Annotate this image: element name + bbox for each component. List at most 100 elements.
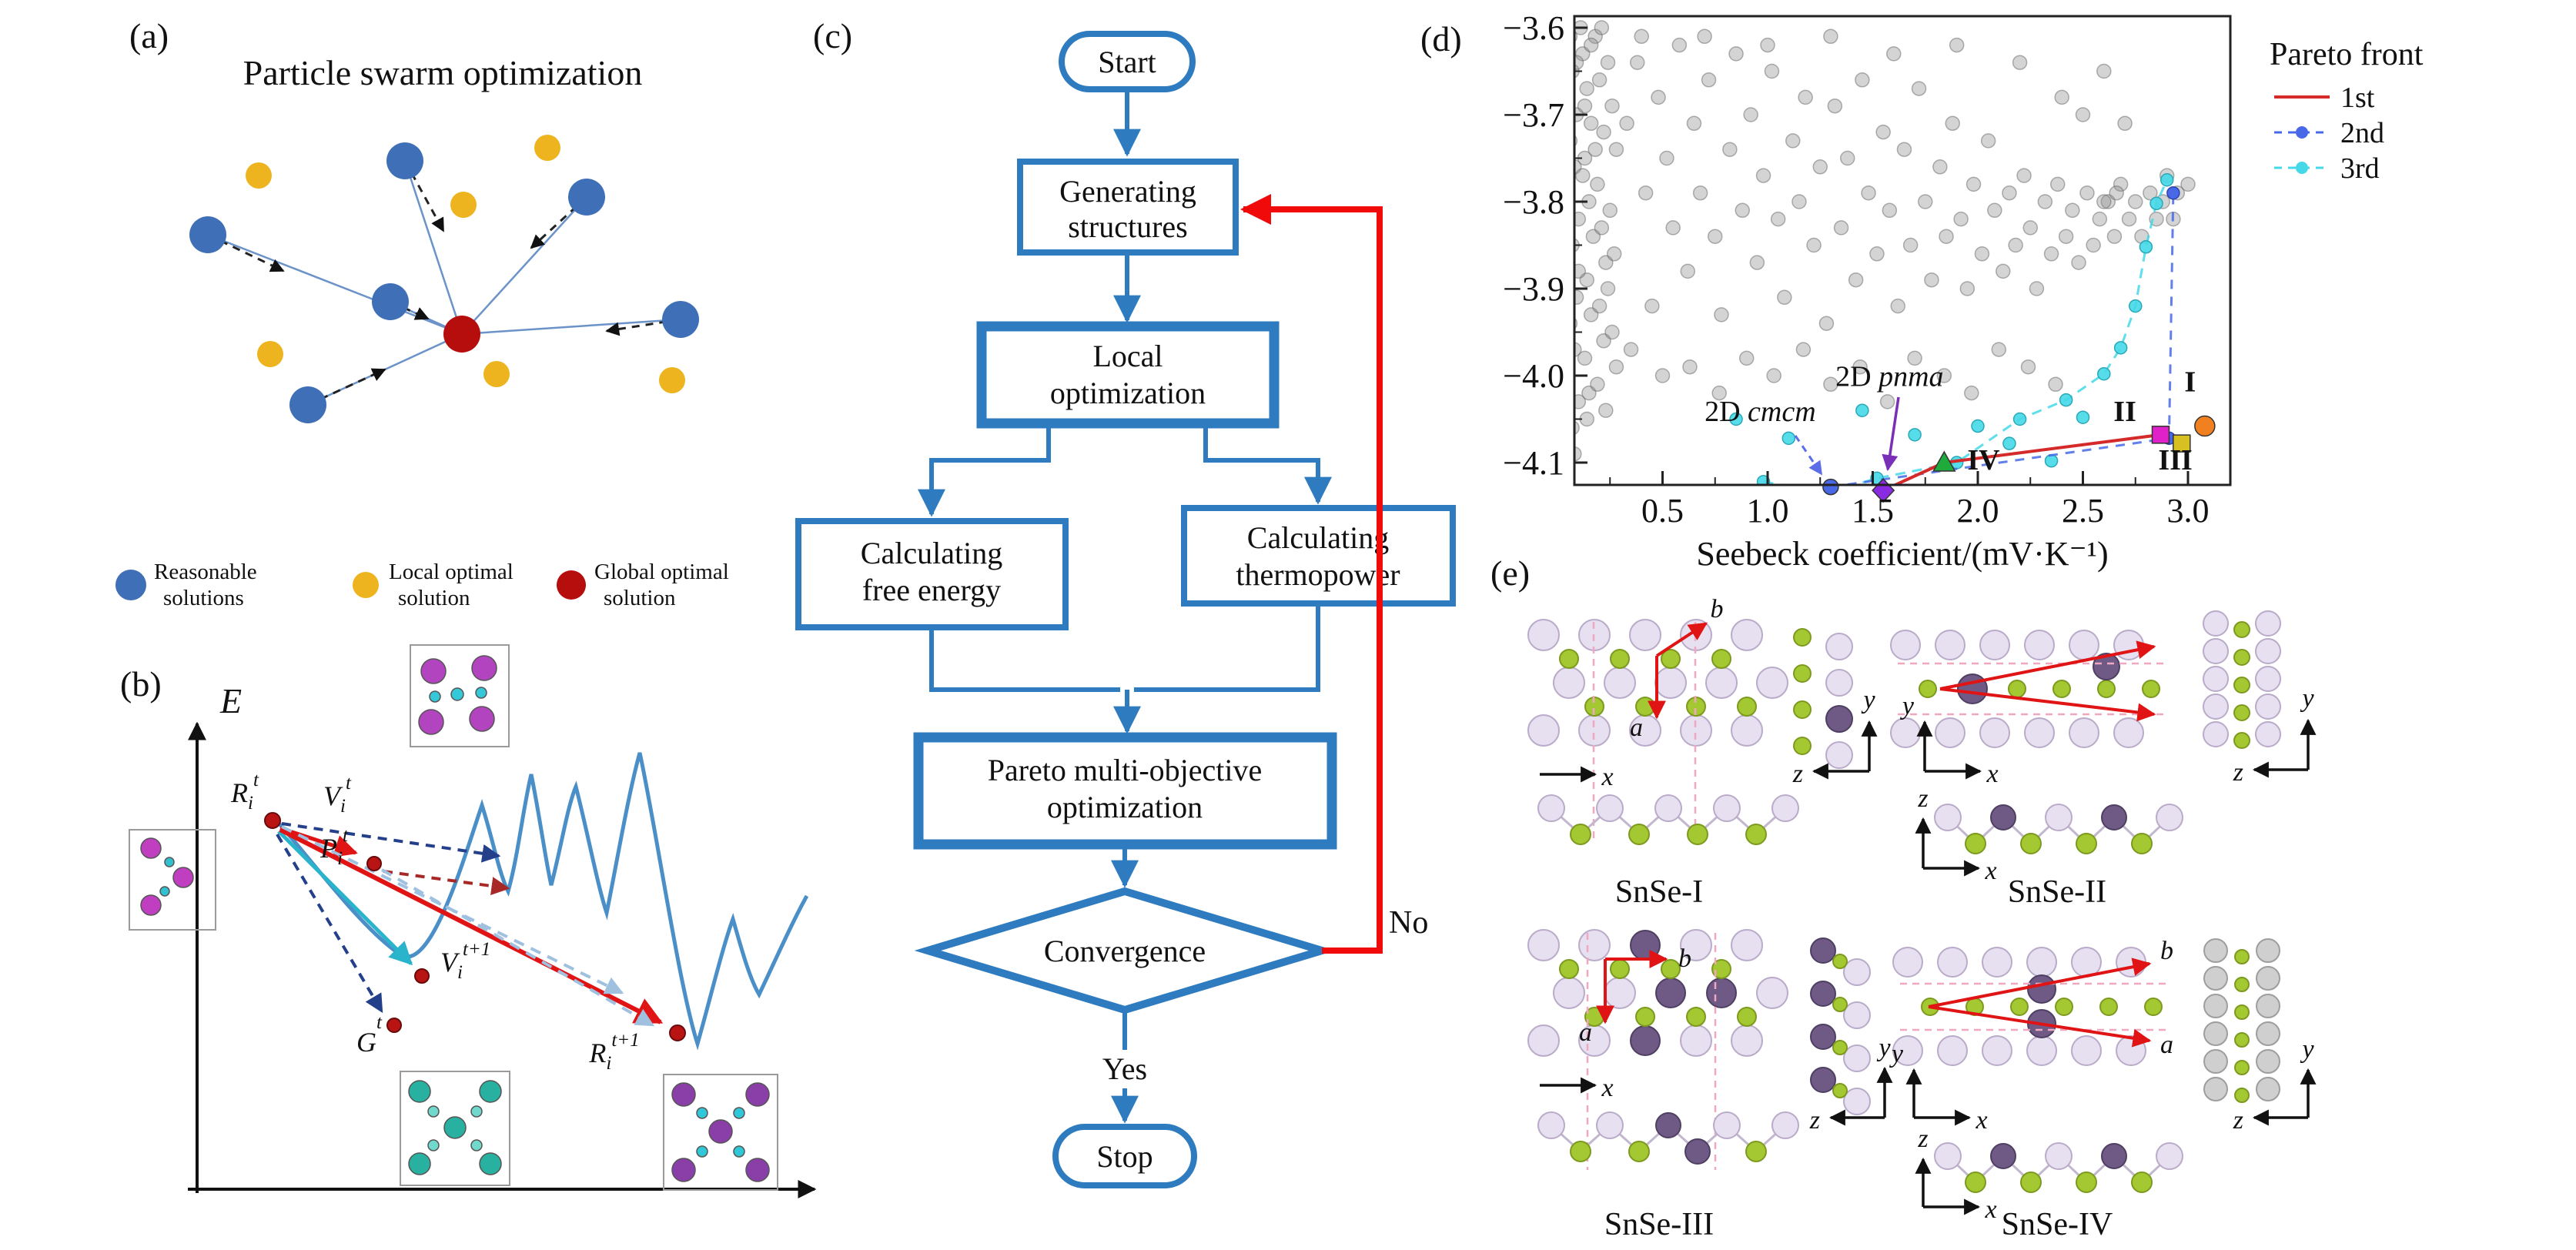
legend-text: solution (398, 586, 470, 610)
energy-axis-label: E (219, 681, 242, 720)
scatter-point-gray (1714, 307, 1729, 323)
scatter-points (1574, 20, 2196, 485)
scatter-point-gray (1722, 142, 1738, 157)
atom-gray (2203, 1077, 2228, 1101)
scatter-point-gray (1579, 81, 1594, 96)
axis-label-b: b (1678, 944, 1691, 973)
atom-sn-purple (2101, 804, 2127, 831)
scatter-point-gray (1638, 185, 1654, 201)
atom-se-pale (1979, 717, 2010, 748)
atom-se-pale (1705, 667, 1738, 699)
atom-se-pale (2255, 721, 2281, 747)
particle-pbest (366, 856, 382, 871)
scatter-point-gray (2113, 176, 2129, 192)
scatter-point-gray (1980, 133, 1996, 149)
scatter-point-gray (1932, 159, 1948, 175)
axis-label-y: y (1900, 692, 1915, 720)
scatter-point-gray (1574, 289, 1584, 306)
atom-se-pale (1756, 977, 1788, 1009)
atom-se-pale (2069, 717, 2099, 748)
scatter-point-gray (1665, 220, 1681, 236)
annotation-I: I (2184, 366, 2196, 398)
atom-se-pale (1596, 794, 1624, 822)
gbest-direction-arrow (276, 833, 383, 1014)
scatter-point-gray (1939, 229, 1954, 244)
pso-edge (461, 196, 587, 335)
legend-text: Local optimal (389, 560, 514, 584)
scatter-point-gray (1583, 115, 1599, 132)
pso-solution-node (372, 283, 409, 320)
atom-se-green (1687, 824, 1708, 845)
atom-se-pale (1731, 619, 1763, 651)
pareto-3rd-point (2044, 453, 2059, 468)
scatter-point-gray (1590, 176, 1605, 192)
scatter-point-gray (1879, 394, 1895, 409)
atom-se-green (2233, 621, 2250, 638)
inset-atom (671, 1082, 696, 1107)
scatter-point-gray (2117, 115, 2133, 132)
flow-merge-right (1134, 603, 1320, 692)
unit-cell-box (129, 829, 216, 931)
atom-se-green (1628, 1141, 1650, 1162)
scatter-point-gray (2065, 202, 2080, 219)
pbest-direction-arrow (383, 870, 510, 895)
scatter-point-gray (1974, 246, 1990, 262)
scatter-point-gray (1629, 55, 1645, 70)
lattice-vector-b (1928, 958, 2152, 1008)
atom-se-pale (2069, 630, 2099, 660)
atom-se-pale (1890, 717, 1921, 748)
new-velocity-arrow (277, 830, 413, 966)
flow-pareto-node (913, 732, 1337, 850)
pareto-3rd-point (1908, 428, 1922, 442)
flow-thermopower-node (1181, 505, 1456, 607)
label-Rit1: Rit+1 (588, 1030, 639, 1074)
y-tick-label: −3.6 (1503, 9, 1564, 47)
atom-sn-purple (1990, 804, 2016, 831)
atom-se-pale (1843, 958, 1871, 986)
legend-swatch (353, 572, 379, 598)
inset-atom (745, 1082, 770, 1107)
atom-se-green (2131, 1171, 2153, 1193)
atom-se-pale (1713, 1111, 1741, 1139)
atom-se-pale (1934, 804, 1962, 831)
atom-se-pale (2203, 610, 2229, 637)
panel-energy-landscape: (b) E Rit Vit Pit Vit+1 Gt Rit+1 (120, 644, 817, 1198)
atom-se-green (1610, 649, 1630, 669)
scatter-point-gray (2016, 168, 2032, 183)
scatter-point-gray (2008, 237, 2023, 253)
atom-se-pale (2255, 694, 2281, 720)
atom-sn-purple (1684, 1138, 1711, 1165)
scatter-point-gray (2029, 281, 2045, 296)
scatter-point-gray (1798, 89, 1813, 105)
scatter-point-gray (1651, 89, 1666, 105)
particle-gbest (386, 1018, 402, 1033)
atom-se-pale (1935, 630, 1965, 660)
atom-se-pale (1680, 714, 1712, 747)
scatter-point-gray (1936, 368, 1952, 383)
pso-solution-node (289, 386, 326, 423)
axis-label-a: a (1579, 1018, 1592, 1047)
inset-atom (408, 1080, 431, 1103)
scatter-point-gray (2048, 376, 2063, 393)
atom-se-pale (2071, 1035, 2102, 1066)
atom-gray (2256, 1049, 2280, 1074)
atom-gray (2203, 994, 2228, 1018)
atom-se-pale (2255, 610, 2281, 637)
atom-sn-purple (1630, 930, 1661, 961)
atom-se-pale (1937, 947, 1968, 978)
pso-edge (207, 233, 463, 336)
atom-se-pale (1596, 1111, 1624, 1139)
scatter-point-gray (1596, 124, 1611, 140)
scatter-point-gray (2049, 176, 2066, 192)
axis-label-x: x (1601, 1074, 1613, 1102)
atom-se-green (1832, 1040, 1848, 1055)
axis-label-x: x (1984, 1195, 1996, 1224)
legend-entry-3rd: 3rd (2340, 152, 2380, 185)
scatter-point-gray (1574, 420, 1580, 436)
scatter-point-gray (1654, 368, 1671, 383)
axis-label-x: x (1986, 760, 1998, 788)
scatter-point-gray (1861, 185, 1876, 201)
inset-atom (671, 1158, 696, 1182)
scatter-point-gray (1590, 376, 1605, 393)
